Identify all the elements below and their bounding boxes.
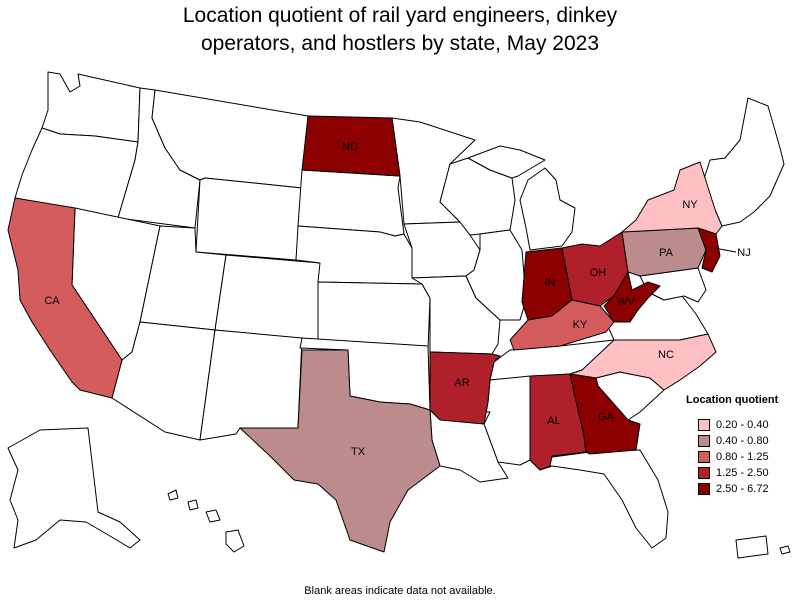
state-ak[interactable] xyxy=(7,427,141,549)
state-ny[interactable] xyxy=(621,161,723,235)
state-new-england[interactable] xyxy=(697,97,785,227)
state-wv[interactable] xyxy=(603,271,661,323)
label-ca: CA xyxy=(44,295,60,307)
label-nj: NJ xyxy=(737,247,750,259)
state-ga[interactable] xyxy=(569,373,641,455)
label-al: AL xyxy=(547,415,560,427)
label-ky: KY xyxy=(573,319,588,331)
legend-swatch xyxy=(698,451,710,463)
state-ks[interactable] xyxy=(317,281,431,351)
legend-label: 0.40 - 0.80 xyxy=(716,435,769,447)
legend-items: 0.20 - 0.40 0.40 - 0.80 0.80 - 1.25 1.25 - … xyxy=(686,417,796,497)
state-hi-3[interactable] xyxy=(205,509,221,523)
nj-leader-line xyxy=(713,247,737,253)
state-mi[interactable] xyxy=(519,167,576,251)
label-ny: NY xyxy=(682,199,698,211)
state-hi-1[interactable] xyxy=(167,489,179,501)
legend-label: 0.20 - 0.40 xyxy=(716,419,769,431)
title-line-2: operators, and hostlers by state, May 20… xyxy=(200,32,600,55)
label-ar: AR xyxy=(454,377,469,389)
label-in: IN xyxy=(545,277,556,289)
label-pa: PA xyxy=(659,247,674,259)
label-nd: ND xyxy=(342,141,358,153)
legend-label: 1.25 - 2.50 xyxy=(716,467,769,479)
state-mi-up[interactable] xyxy=(467,145,546,179)
state-nm[interactable] xyxy=(199,329,303,441)
legend-swatch xyxy=(698,483,710,495)
state-sd[interactable] xyxy=(297,169,405,237)
state-nd[interactable] xyxy=(301,115,401,177)
footnote: Blank areas indicate data not available. xyxy=(304,585,496,597)
legend-title: Location quotient xyxy=(686,394,779,406)
state-wa[interactable] xyxy=(41,71,141,143)
legend-item: 2.50 - 6.72 xyxy=(686,481,796,497)
legend-swatch xyxy=(698,435,710,447)
state-nj[interactable] xyxy=(697,227,721,273)
state-tx[interactable] xyxy=(239,349,441,553)
legend-swatch xyxy=(698,419,710,431)
legend-item: 0.40 - 0.80 xyxy=(686,433,796,449)
territory-vi[interactable] xyxy=(779,545,791,555)
state-ar[interactable] xyxy=(429,351,501,425)
label-wv: WV xyxy=(617,296,635,308)
state-wy[interactable] xyxy=(195,177,303,261)
legend-label: 2.50 - 6.72 xyxy=(716,483,769,495)
state-co[interactable] xyxy=(214,254,321,341)
territory-pr[interactable] xyxy=(735,535,769,559)
state-il[interactable] xyxy=(465,229,527,321)
state-ky[interactable] xyxy=(509,299,615,351)
label-tx: TX xyxy=(351,446,366,458)
legend-swatch xyxy=(698,467,710,479)
legend-item: 0.20 - 0.40 xyxy=(686,417,796,433)
title-line-1: Location quotient of rail yard engineers… xyxy=(182,4,618,27)
state-hi-2[interactable] xyxy=(187,499,199,511)
state-hi-4[interactable] xyxy=(225,529,245,553)
state-fl[interactable] xyxy=(529,449,669,549)
label-ga: GA xyxy=(598,411,615,423)
map-title: Location quotient of rail yard engineers… xyxy=(0,2,800,58)
legend-label: 0.80 - 1.25 xyxy=(716,451,769,463)
label-nc: NC xyxy=(658,349,674,361)
legend: Location quotient 0.20 - 0.40 0.40 - 0.80… xyxy=(686,394,796,497)
label-oh: OH xyxy=(590,267,607,279)
state-ca[interactable] xyxy=(7,197,123,399)
legend-item: 1.25 - 2.50 xyxy=(686,465,796,481)
legend-item: 0.80 - 1.25 xyxy=(686,449,796,465)
